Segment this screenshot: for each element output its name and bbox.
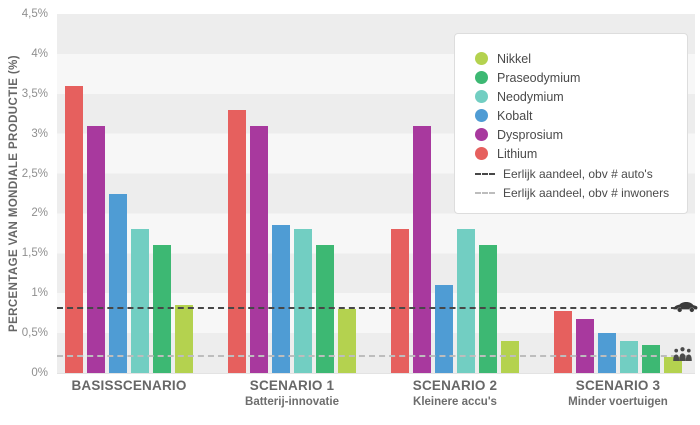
legend-item-nikkel: Nikkel bbox=[475, 49, 679, 68]
legend-swatch bbox=[475, 71, 488, 84]
legend-swatch bbox=[475, 109, 488, 122]
legend-label: Lithium bbox=[497, 146, 538, 161]
legend-item-praseodymium: Praseodymium bbox=[475, 68, 679, 87]
bar-dysprosium bbox=[576, 318, 594, 373]
y-tick-label: 1,5% bbox=[21, 247, 48, 260]
bar-kobalt bbox=[272, 225, 290, 373]
y-tick-label: 2,5% bbox=[21, 167, 48, 180]
bar-lithium bbox=[554, 310, 572, 373]
people-icon bbox=[672, 346, 693, 361]
bar-group-scenario-1 bbox=[228, 14, 356, 373]
legend-label: Eerlijk aandeel, obv # auto's bbox=[503, 167, 653, 181]
bar-kobalt bbox=[598, 333, 616, 373]
bar-neodymium bbox=[457, 229, 475, 373]
scenario-title: BASISSCENARIO bbox=[71, 378, 187, 393]
legend-swatch bbox=[475, 52, 488, 65]
bar-neodymium bbox=[131, 229, 149, 373]
legend-label: Kobalt bbox=[497, 108, 533, 123]
legend: Nikkel Praseodymium Neodymium Kobalt Dyspros… bbox=[454, 33, 688, 214]
bar-neodymium bbox=[294, 229, 312, 373]
scenario-subtitle: Kleinere accu's bbox=[413, 396, 497, 408]
legend-item-fair-share-inhabitants: Eerlijk aandeel, obv # inwoners bbox=[475, 185, 679, 201]
scenario-title: SCENARIO 3 bbox=[575, 378, 661, 393]
bar-dysprosium bbox=[87, 125, 105, 373]
y-tick-label: 0,5% bbox=[21, 327, 48, 340]
bar-nikkel bbox=[501, 341, 519, 373]
y-tick-label: 3,5% bbox=[21, 87, 48, 100]
fair-share-inhabitants-line bbox=[57, 355, 687, 358]
y-tick-label: 4,5% bbox=[21, 8, 48, 20]
x-axis-labels: BASISSCENARIO SCENARIO 1 Batterij-innovati… bbox=[57, 378, 695, 408]
bar-group-scenario-3 bbox=[554, 14, 682, 373]
x-label-scenario-1: SCENARIO 1 Batterij-innovatie bbox=[228, 378, 356, 408]
legend-swatch bbox=[475, 128, 488, 141]
legend-item-lithium: Lithium bbox=[475, 144, 679, 163]
car-icon bbox=[671, 301, 698, 313]
legend-label: Neodymium bbox=[497, 89, 564, 104]
y-tick-label: 3% bbox=[31, 127, 48, 140]
y-tick-label: 2% bbox=[31, 207, 48, 220]
x-label-scenario-2: SCENARIO 2 Kleinere accu's bbox=[391, 378, 519, 408]
y-axis-ticks: 0% 0,5% 1% 1,5% 2% 2,5% 3% 3,5% 4% 4,5% bbox=[0, 8, 52, 379]
legend-swatch bbox=[475, 147, 488, 160]
bar-lithium bbox=[65, 85, 83, 373]
legend-label: Dysprosium bbox=[497, 127, 563, 142]
bar-nikkel bbox=[338, 309, 356, 373]
x-label-basisscenario: BASISSCENARIO bbox=[65, 378, 193, 408]
bar-nikkel bbox=[664, 357, 682, 373]
scenario-title: SCENARIO 1 bbox=[249, 378, 335, 393]
legend-label: Eerlijk aandeel, obv # inwoners bbox=[503, 186, 670, 200]
scenario-subtitle: Batterij-innovatie bbox=[245, 396, 339, 408]
bar-lithium bbox=[228, 109, 246, 373]
bar-nikkel bbox=[175, 305, 193, 373]
bar-lithium bbox=[391, 229, 409, 373]
bar-dysprosium bbox=[250, 125, 268, 373]
y-tick-label: 1% bbox=[31, 287, 48, 300]
legend-swatch-list: Nikkel Praseodymium Neodymium Kobalt Dyspros… bbox=[475, 49, 679, 163]
legend-item-kobalt: Kobalt bbox=[475, 106, 679, 125]
bar-neodymium bbox=[620, 341, 638, 373]
scenario-subtitle: Minder voertuigen bbox=[568, 396, 668, 408]
bar-kobalt bbox=[435, 285, 453, 373]
bar-praseodymium bbox=[642, 345, 660, 373]
x-label-scenario-3: SCENARIO 3 Minder voertuigen bbox=[554, 378, 682, 408]
light-dashed-line-swatch bbox=[475, 192, 495, 194]
y-tick-label: 4% bbox=[31, 47, 48, 60]
legend-label: Nikkel bbox=[497, 51, 532, 66]
bar-groups bbox=[57, 14, 695, 373]
legend-label: Praseodymium bbox=[497, 70, 581, 85]
legend-swatch bbox=[475, 90, 488, 103]
legend-item-neodymium: Neodymium bbox=[475, 87, 679, 106]
legend-item-fair-share-cars: Eerlijk aandeel, obv # auto's bbox=[475, 166, 679, 182]
y-tick-label: 0% bbox=[31, 367, 48, 379]
bar-dysprosium bbox=[413, 125, 431, 373]
fair-share-cars-line bbox=[57, 307, 687, 310]
legend-item-dysprosium: Dysprosium bbox=[475, 125, 679, 144]
scenario-title: SCENARIO 2 bbox=[412, 378, 498, 393]
bar-group-basisscenario bbox=[65, 14, 193, 373]
dark-dashed-line-swatch bbox=[475, 173, 495, 175]
bar-kobalt bbox=[109, 193, 127, 373]
